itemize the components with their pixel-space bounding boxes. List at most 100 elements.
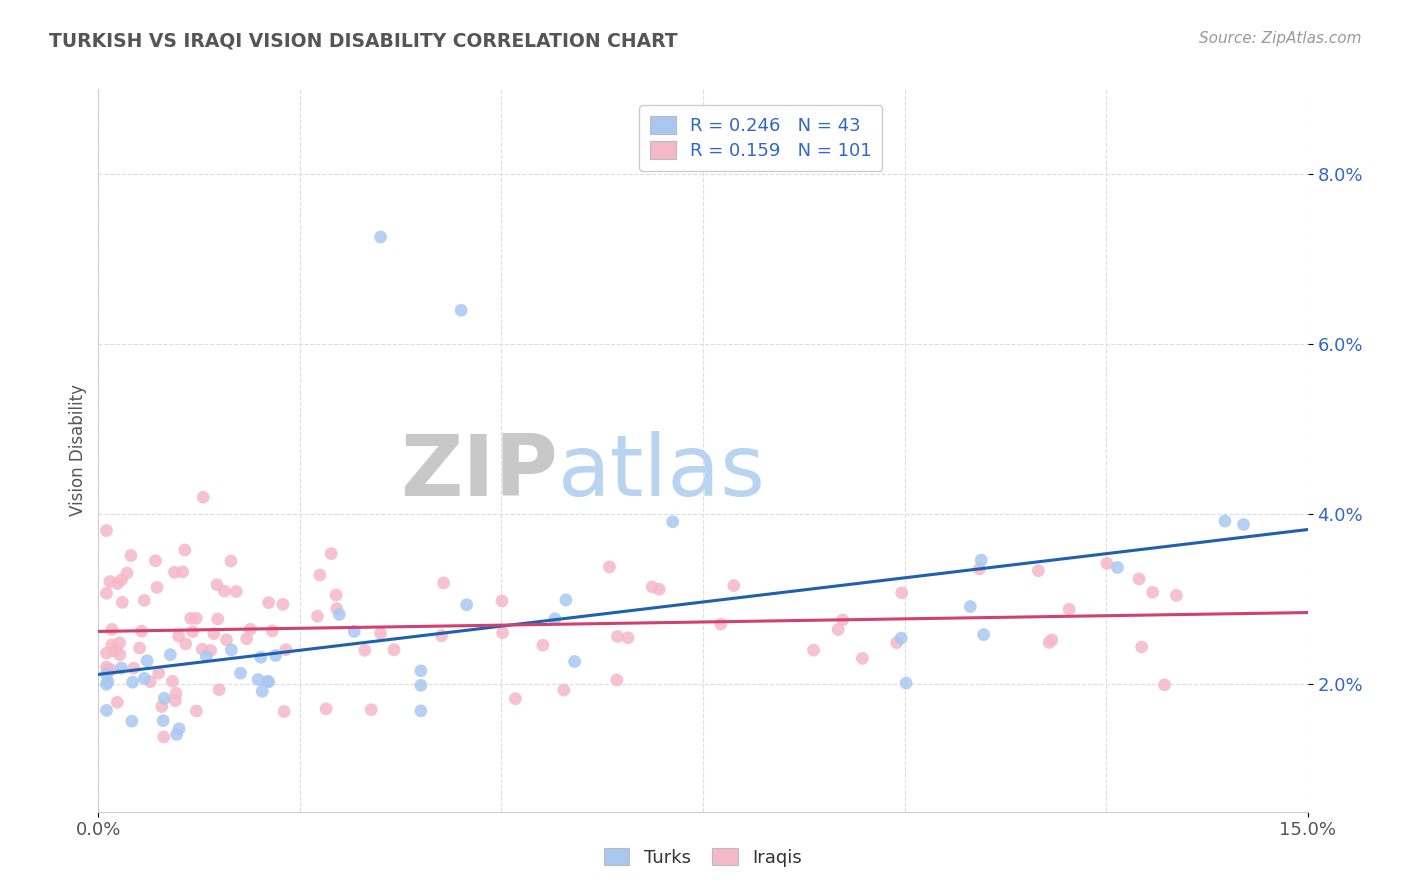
Point [264, 648, 287, 663]
Point [105, 695, 128, 709]
Point [969, 562, 991, 576]
Point [108, 636, 131, 650]
Point [890, 586, 912, 600]
Point [456, 598, 478, 612]
Text: atlas: atlas [558, 431, 766, 514]
Point [409, 664, 432, 678]
Point [215, 632, 238, 647]
Point [98, 574, 121, 589]
Point [970, 553, 993, 567]
Point [1095, 557, 1118, 571]
Point [163, 566, 186, 580]
Point [172, 565, 194, 579]
Point [162, 674, 184, 689]
Point [325, 588, 347, 602]
Point [370, 230, 392, 244]
Point [360, 703, 382, 717]
Point [134, 671, 156, 685]
Point [531, 638, 554, 652]
Point [1213, 514, 1236, 528]
Point [110, 661, 132, 675]
Point [617, 631, 640, 645]
Point [167, 722, 190, 736]
Point [606, 673, 628, 687]
Point [120, 549, 142, 563]
Point [96, 646, 118, 660]
Point [1166, 589, 1188, 603]
Point [235, 632, 257, 646]
Text: ZIP: ZIP [401, 431, 558, 514]
Point [101, 623, 124, 637]
Point [430, 629, 453, 643]
Point [139, 674, 162, 689]
Point [165, 686, 187, 700]
Point [186, 704, 208, 718]
Point [200, 643, 222, 657]
Point [831, 613, 853, 627]
Point [262, 624, 284, 638]
Point [315, 702, 337, 716]
Point [97, 674, 120, 689]
Point [1038, 635, 1060, 649]
Point [108, 648, 131, 662]
Point [100, 663, 122, 677]
Point [145, 554, 167, 568]
Point [890, 631, 912, 645]
Point [128, 640, 150, 655]
Point [409, 704, 432, 718]
Point [207, 612, 229, 626]
Point [111, 595, 134, 609]
Point [181, 624, 204, 639]
Legend: Turks, Iraqis: Turks, Iraqis [598, 841, 808, 874]
Point [103, 644, 125, 658]
Point [96, 667, 118, 681]
Point [491, 594, 513, 608]
Point [208, 682, 231, 697]
Point [152, 714, 174, 728]
Point [247, 673, 270, 687]
Point [450, 303, 472, 318]
Point [174, 637, 197, 651]
Point [96, 524, 118, 538]
Point [96, 663, 118, 677]
Point [886, 636, 908, 650]
Point [115, 566, 138, 581]
Point [134, 593, 156, 607]
Point [180, 611, 202, 625]
Point [564, 655, 586, 669]
Point [153, 691, 176, 706]
Point [131, 624, 153, 639]
Point [214, 584, 236, 599]
Point [325, 601, 347, 615]
Text: Source: ZipAtlas.com: Source: ZipAtlas.com [1198, 31, 1361, 46]
Point [554, 593, 576, 607]
Point [1232, 517, 1254, 532]
Point [165, 693, 187, 707]
Point [309, 568, 332, 582]
Point [136, 654, 159, 668]
Point [328, 607, 350, 622]
Point [1128, 572, 1150, 586]
Point [1028, 564, 1050, 578]
Point [273, 705, 295, 719]
Point [894, 676, 917, 690]
Point [202, 626, 225, 640]
Point [229, 666, 252, 681]
Point [553, 683, 575, 698]
Point [370, 626, 392, 640]
Point [256, 674, 278, 689]
Point [110, 573, 132, 587]
Text: TURKISH VS IRAQI VISION DISABILITY CORRELATION CHART: TURKISH VS IRAQI VISION DISABILITY CORRE… [49, 31, 678, 50]
Y-axis label: Vision Disability: Vision Disability [69, 384, 87, 516]
Point [1153, 678, 1175, 692]
Point [96, 660, 118, 674]
Point [122, 661, 145, 675]
Point [193, 490, 215, 504]
Point [343, 624, 366, 639]
Point [195, 649, 218, 664]
Point [409, 678, 432, 692]
Point [152, 730, 174, 744]
Point [307, 609, 329, 624]
Point [252, 684, 274, 698]
Point [148, 666, 170, 681]
